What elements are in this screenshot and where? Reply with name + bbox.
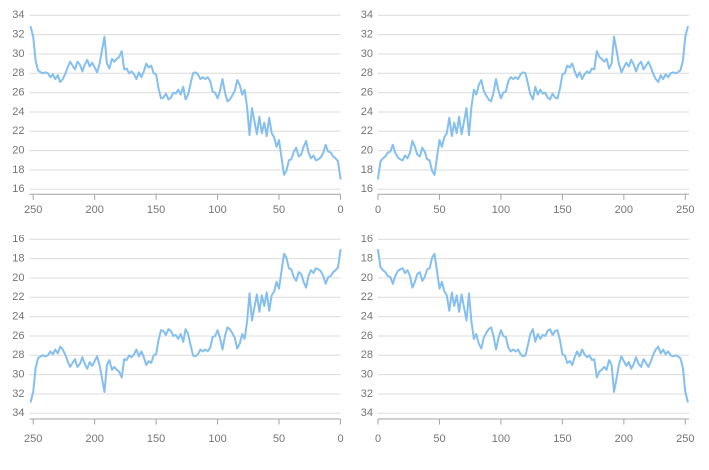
x-tick-label: 50 (433, 204, 445, 216)
y-tick-label: 26 (361, 87, 373, 99)
series-line (29, 248, 342, 403)
y-tick-label: 28 (361, 349, 373, 361)
x-tick-label: 250 (676, 433, 694, 445)
x-axis-labels: 0 50 100 150 200 250 (24, 433, 344, 445)
y-tick-label: 32 (361, 388, 373, 400)
x-axis-labels: 0 50 100 150 200 250 (375, 204, 695, 216)
y-axis-labels: 16 18 20 22 24 26 28 30 32 34 (12, 235, 24, 419)
x-axis-ticks (32, 419, 341, 425)
x-axis-labels: 0 50 100 150 200 250 (24, 204, 344, 216)
x-tick-label: 50 (273, 204, 285, 216)
x-axis-ticks (377, 194, 686, 200)
x-tick-label: 150 (553, 204, 571, 216)
y-tick-label: 18 (12, 164, 24, 176)
y-tick-label: 32 (12, 388, 24, 400)
y-tick-label: 18 (361, 253, 373, 265)
y-tick-label: 20 (12, 272, 24, 284)
y-tick-label: 16 (361, 183, 373, 195)
series-line (377, 248, 689, 403)
y-tick-label: 30 (361, 48, 373, 60)
x-tick-label: 0 (337, 433, 343, 445)
x-tick-label: 250 (24, 433, 42, 445)
y-tick-label: 34 (361, 407, 373, 419)
y-tick-label: 16 (12, 183, 24, 195)
x-axis-labels: 0 50 100 150 200 250 (375, 433, 695, 445)
x-axis-ticks (377, 419, 686, 425)
chart-panel-bottom-left: 16 18 20 22 24 26 28 30 32 34 0 50 100 150 200 250 (0, 235, 354, 470)
y-tick-label: 28 (12, 349, 24, 361)
y-tick-label: 24 (12, 106, 24, 118)
y-axis-labels: 16 18 20 22 24 26 28 30 32 34 (361, 235, 373, 419)
y-tick-label: 20 (361, 145, 373, 157)
line-chart-top-right: 16 18 20 22 24 26 28 30 32 34 0 50 100 150 200 250 (361, 9, 695, 216)
y-tick-label: 16 (12, 235, 24, 245)
y-tick-label: 34 (361, 9, 373, 21)
y-tick-label: 28 (361, 67, 373, 79)
x-tick-label: 0 (337, 204, 343, 216)
x-tick-label: 250 (676, 204, 694, 216)
x-tick-label: 100 (208, 204, 226, 216)
y-tick-label: 30 (361, 369, 373, 381)
gridlines (29, 238, 341, 414)
x-tick-label: 200 (85, 433, 103, 445)
x-tick-label: 100 (208, 433, 226, 445)
y-tick-label: 22 (361, 291, 373, 303)
y-tick-label: 20 (361, 272, 373, 284)
y-tick-label: 32 (12, 29, 24, 41)
y-tick-label: 28 (12, 67, 24, 79)
y-tick-label: 26 (361, 330, 373, 342)
y-tick-label: 30 (12, 369, 24, 381)
x-tick-label: 250 (24, 204, 42, 216)
gridlines (378, 238, 689, 414)
x-tick-label: 100 (492, 204, 510, 216)
line-chart-bottom-right: 16 18 20 22 24 26 28 30 32 34 0 50 100 150 200 250 (361, 235, 695, 445)
gridlines (378, 14, 689, 190)
y-tick-label: 30 (12, 48, 24, 60)
y-tick-label: 20 (12, 145, 24, 157)
y-tick-label: 18 (12, 253, 24, 265)
y-tick-label: 26 (12, 87, 24, 99)
x-tick-label: 50 (273, 433, 285, 445)
x-tick-label: 200 (615, 204, 633, 216)
x-tick-label: 50 (433, 433, 445, 445)
x-tick-label: 150 (147, 433, 165, 445)
y-tick-label: 24 (12, 311, 24, 323)
chart-panel-bottom-right: 16 18 20 22 24 26 28 30 32 34 0 50 100 150 200 250 (355, 235, 709, 470)
y-tick-label: 34 (12, 9, 24, 21)
y-tick-label: 24 (361, 106, 373, 118)
x-tick-label: 150 (147, 204, 165, 216)
x-tick-label: 100 (492, 433, 510, 445)
y-tick-label: 22 (12, 291, 24, 303)
y-tick-label: 32 (361, 29, 373, 41)
x-tick-label: 200 (615, 433, 633, 445)
chart-panel-top-left: 16 18 20 22 24 26 28 30 32 34 0 50 100 150 200 250 (0, 0, 354, 235)
x-tick-label: 0 (375, 204, 381, 216)
series-line (29, 25, 342, 180)
y-tick-label: 26 (12, 330, 24, 342)
chart-panel-top-right: 16 18 20 22 24 26 28 30 32 34 0 50 100 150 200 250 (355, 0, 709, 235)
y-tick-label: 18 (361, 164, 373, 176)
y-tick-label: 22 (12, 125, 24, 137)
line-chart-bottom-left: 16 18 20 22 24 26 28 30 32 34 0 50 100 150 200 250 (12, 235, 344, 445)
y-axis-labels: 16 18 20 22 24 26 28 30 32 34 (361, 9, 373, 195)
series-line (377, 25, 689, 180)
y-tick-label: 24 (361, 311, 373, 323)
line-chart-top-left: 16 18 20 22 24 26 28 30 32 34 0 50 100 150 200 250 (12, 9, 344, 216)
y-tick-label: 22 (361, 125, 373, 137)
gridlines (29, 14, 341, 190)
y-axis-labels: 16 18 20 22 24 26 28 30 32 34 (12, 9, 24, 195)
x-tick-label: 150 (553, 433, 571, 445)
x-tick-label: 200 (85, 204, 103, 216)
x-tick-label: 0 (375, 433, 381, 445)
y-tick-label: 16 (361, 235, 373, 245)
x-axis-ticks (32, 194, 341, 200)
y-tick-label: 34 (12, 407, 24, 419)
